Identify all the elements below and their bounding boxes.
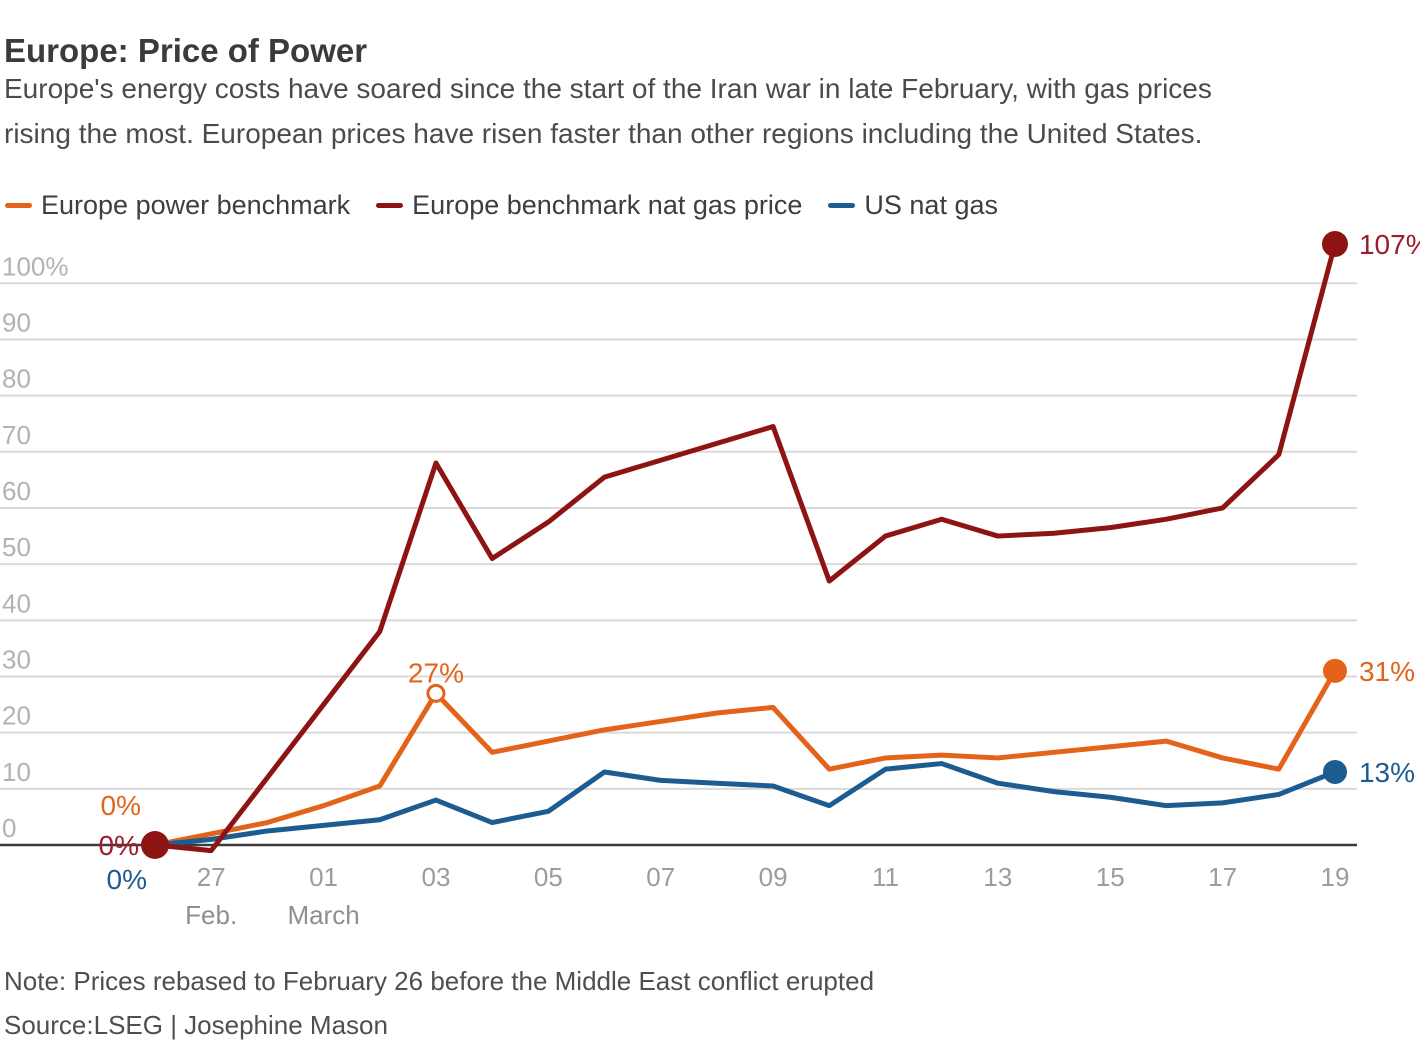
series-lines-group (152, 241, 1338, 854)
value-label-107pct: 107% (1359, 229, 1420, 260)
chart-legend: Europe power benchmark Europe benchmark … (5, 190, 998, 221)
x-axis-label-27: 27 (197, 862, 226, 892)
data-point-markers-group (141, 230, 1348, 859)
dot-marker-feb-26 (141, 831, 169, 859)
y-axis-label-30: 30 (2, 644, 31, 674)
legend-label-europe-power-benchmark: Europe power benchmark (41, 190, 351, 220)
x-axis-month-label-Feb.: Feb. (185, 900, 237, 930)
value-label-0pct: 0% (107, 864, 147, 895)
series-line-us-nat-gas (152, 761, 1338, 848)
dot-marker-mar-19 (1322, 759, 1347, 784)
open-circle-marker-mar-03 (426, 683, 446, 703)
y-axis-label-10: 10 (2, 757, 31, 787)
chart-subtitle: Europe's energy costs have soared since … (4, 66, 1416, 156)
legend-item-europe-power-benchmark: Europe power benchmark (5, 190, 350, 221)
series-line-europe-power-benchmark (152, 668, 1338, 848)
chart-title: Europe: Price of Power (4, 32, 368, 70)
series-line-europe-benchmark-nat-gas-price (152, 241, 1338, 854)
y-axis-label-80: 80 (2, 364, 31, 394)
y-axis-label-20: 20 (2, 701, 31, 731)
legend-swatch-europe-power-benchmark (5, 203, 32, 208)
x-axis-label-05: 05 (534, 862, 563, 892)
legend-swatch-europe-nat-gas (376, 203, 404, 208)
value-label-0pct: 0% (99, 830, 139, 861)
x-axis-label-17: 17 (1208, 862, 1237, 892)
dot-marker-mar-19 (1322, 658, 1347, 683)
chart-subtitle-line-1: Europe's energy costs have soared since … (4, 73, 1212, 104)
value-label-0pct: 0% (101, 790, 141, 821)
x-axis-label-15: 15 (1096, 862, 1125, 892)
gridlines-group: 0 10 20 30 40 50 60 70 80 90 100% (0, 251, 1357, 847)
x-axis-month-label-March: March (287, 900, 359, 930)
x-axis-label-09: 09 (759, 862, 788, 892)
x-axis-label-03: 03 (421, 862, 450, 892)
x-axis-label-11: 11 (872, 862, 899, 892)
legend-item-us-nat-gas: US nat gas (828, 190, 998, 221)
x-axis-labels-group: 27 Feb. 01 March 03 05 07 09 11 13 15 17 19 (185, 862, 1349, 930)
chart-source: Source:LSEG | Josephine Mason (4, 1010, 388, 1040)
dot-marker-mar-19 (1321, 230, 1348, 257)
legend-swatch-us-nat-gas (828, 203, 856, 208)
y-axis-label-90: 90 (2, 307, 31, 337)
chart-subtitle-line-2: rising the most. European prices have ri… (4, 118, 1203, 149)
y-axis-label-50: 50 (2, 532, 31, 562)
annotations-group: 0%0%0%27%107%31%13% (99, 229, 1420, 895)
value-label-27pct: 27% (408, 657, 464, 688)
value-label-13pct: 13% (1359, 757, 1415, 788)
x-axis-label-01: 01 (309, 862, 338, 892)
legend-item-europe-nat-gas: Europe benchmark nat gas price (376, 190, 802, 221)
value-label-31pct: 31% (1359, 656, 1415, 687)
y-axis-label-40: 40 (2, 588, 31, 618)
x-axis-label-19: 19 (1321, 862, 1350, 892)
x-axis-label-07: 07 (646, 862, 675, 892)
chart-note: Note: Prices rebased to February 26 befo… (4, 966, 875, 996)
legend-label-us-nat-gas: US nat gas (864, 190, 998, 220)
y-axis-label-60: 60 (2, 476, 31, 506)
legend-label-europe-nat-gas: Europe benchmark nat gas price (412, 190, 803, 220)
x-axis-label-13: 13 (983, 862, 1012, 892)
y-axis-label-0: 0 (2, 813, 16, 843)
y-axis-label-100: 100% (2, 251, 69, 281)
y-axis-label-70: 70 (2, 420, 31, 450)
